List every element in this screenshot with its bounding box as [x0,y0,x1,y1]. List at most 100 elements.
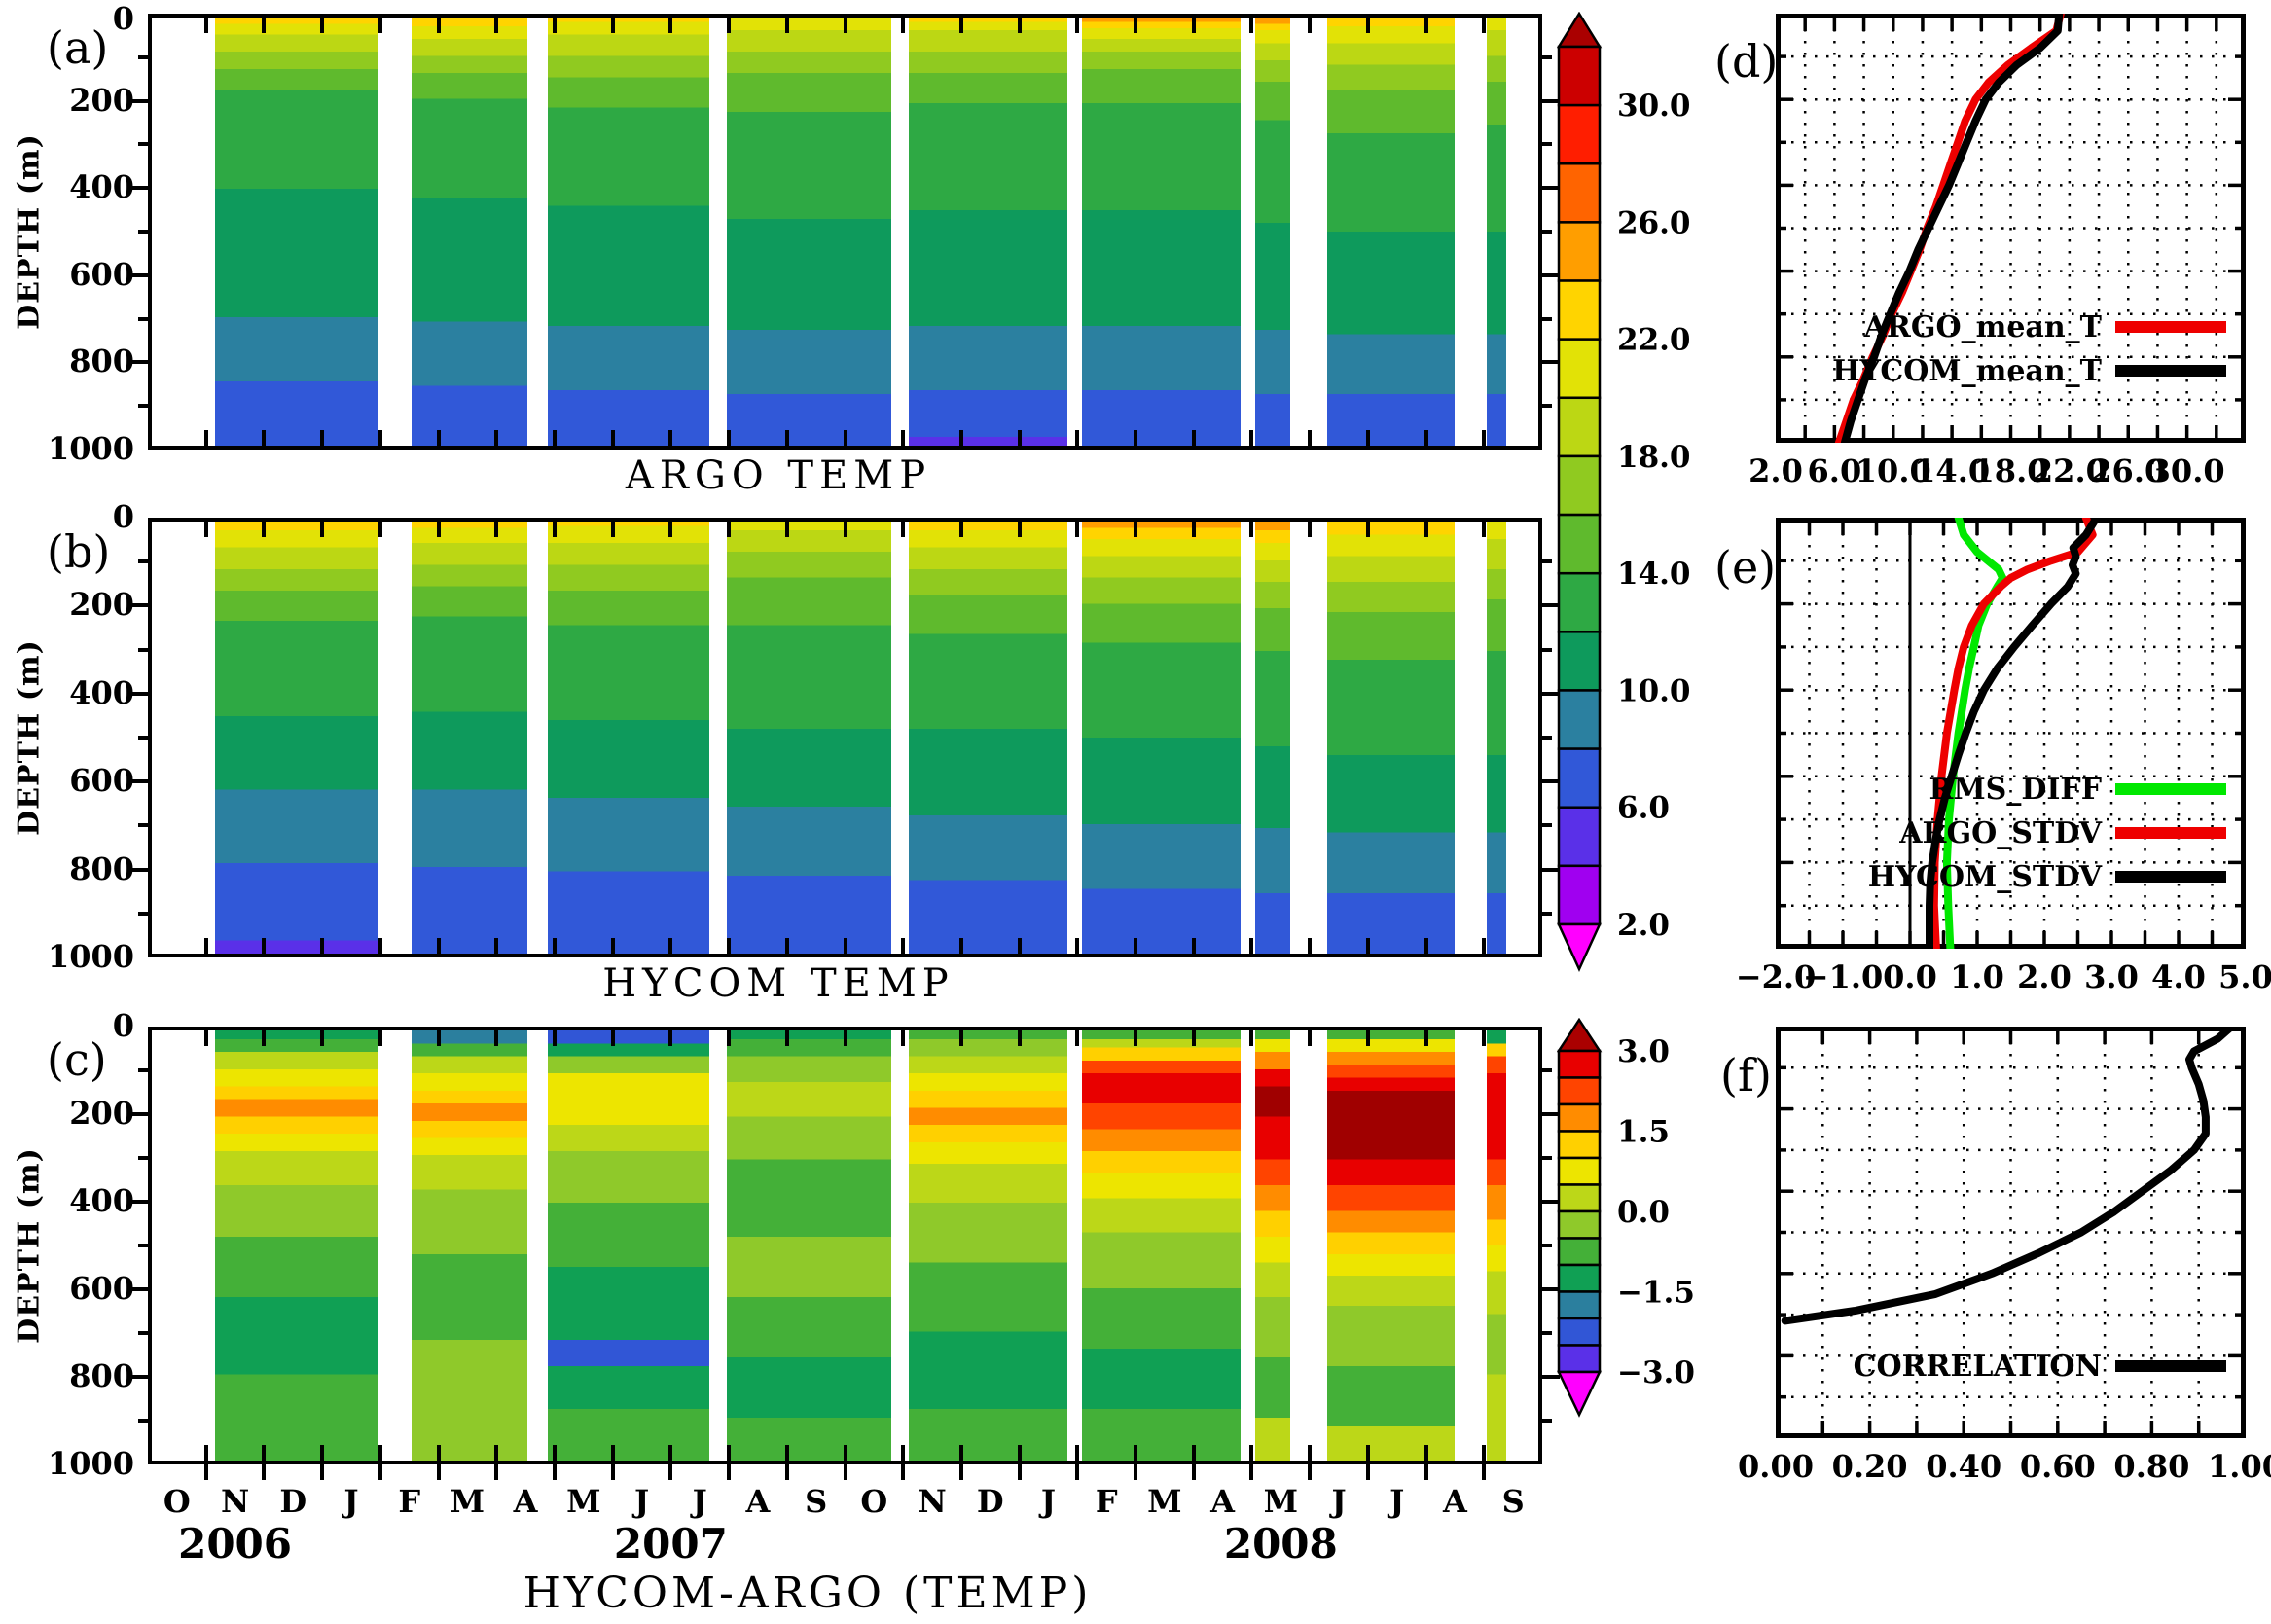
correlation-profile-chart: CORRELATION [1776,1023,2246,1442]
axis-tick [1134,1445,1138,1461]
line-chart-svg: RMS_DIFF ARGO_STDV HYCOM_STDV [1776,514,2246,953]
month-label: J [343,1483,359,1520]
temperature-colorbar: 30.0 26.0 22.0 18.0 14.0 10.0 6.0 2.0 [1556,11,1722,977]
x-tick-label: 30.0 [2148,452,2225,489]
axis-tick [436,18,441,33]
axis-tick [1134,430,1138,446]
axis-tick [1249,18,1254,33]
axis-tick [727,1445,732,1461]
axis-tick [784,1464,789,1480]
axis-tick [138,1068,148,1072]
month-label: F [398,1483,421,1520]
panel-f-letter: (f) [1720,1049,1772,1101]
axis-tick [1424,1030,1428,1046]
year-label: 2007 [613,1520,728,1568]
contour-column-group [547,522,709,954]
svg-text:HYCOM_mean_T: HYCOM_mean_T [1832,354,2103,388]
axis-tick [262,430,267,446]
axis-tick [901,1030,906,1046]
x-tick-label: 4.0 [2151,958,2206,995]
axis-tick [1542,54,1552,59]
axis-tick [1542,1244,1552,1247]
contour-column-group [1081,522,1242,954]
axis-tick [843,1464,847,1480]
axis-tick [1075,430,1080,446]
axis-tick [1365,522,1370,537]
month-label: J [1331,1483,1347,1520]
contour-column-group [1327,18,1455,446]
stdv-rms-profile-chart: RMS_DIFF ARGO_STDV HYCOM_STDV [1776,514,2246,953]
axis-tick [784,938,789,954]
axis-tick [378,1030,382,1046]
axis-tick [1542,1156,1552,1160]
x-tick-label: 0.00 [1738,1448,1814,1485]
depth-tick-label: 200 [69,1095,134,1132]
axis-tick [901,938,906,954]
axis-tick [130,186,148,191]
panel-e-letter: (e) [1714,541,1777,594]
month-label: D [279,1483,307,1520]
axis-tick [1249,938,1254,954]
line-chart-svg: ARGO_mean_T HYCOM_mean_T [1776,10,2246,447]
panel-d-letter: (d) [1714,35,1779,88]
contour-column-group [215,522,378,954]
axis-tick [130,1287,148,1291]
panel-c-title: HYCOM-ARGO (TEMP) [523,1569,1093,1618]
axis-tick [138,316,148,321]
svg-text:2.0: 2.0 [1617,908,1670,943]
axis-tick [901,1445,906,1461]
axis-tick [1542,603,1560,608]
panel-c-letter: (c) [47,1033,107,1086]
axis-tick [130,272,148,277]
axis-tick [552,18,557,33]
axis-tick [1191,938,1196,954]
axis-tick [138,1331,148,1335]
svg-text:−3.0: −3.0 [1617,1355,1695,1390]
axis-tick [1542,186,1560,191]
axis-tick [436,430,441,446]
axis-tick [378,18,382,33]
axis-tick [436,522,441,537]
panel-b-letter: (b) [47,525,111,578]
x-tick-label: 0.0 [1883,958,1937,995]
series-RMS_DIFF [1942,514,2007,953]
series-HYCOM_STDV [1926,514,2101,953]
axis-tick [958,1445,963,1461]
axis-tick [668,1464,673,1480]
axis-tick [1542,823,1552,828]
depth-tick-label: 600 [69,1270,134,1307]
depth-axis-label-c: DEPTH (m) [12,1147,47,1344]
axis-tick [1542,1331,1552,1335]
contour-column-group [908,1030,1068,1461]
axis-tick [1542,867,1560,872]
axis-tick [1482,1030,1487,1046]
axis-tick [1249,1445,1254,1461]
axis-tick [1542,911,1552,916]
contour-column-group [547,1030,709,1461]
axis-tick [727,522,732,537]
axis-tick [138,736,148,740]
contour-column-group [1327,1030,1455,1461]
axis-tick [203,938,208,954]
contour-panel-hycom-temp [148,518,1542,957]
axis-tick [1542,230,1552,234]
axis-tick [784,522,789,537]
axis-tick [1075,1445,1080,1461]
axis-tick [262,938,267,954]
axis-tick [1542,142,1552,147]
depth-tick-label: 200 [69,81,134,119]
axis-tick [1424,522,1428,537]
panel-b-title: HYCOM TEMP [602,961,955,1006]
axis-tick [901,430,906,446]
axis-tick [552,1445,557,1461]
month-label: O [162,1483,191,1520]
contour-column-group [215,1030,378,1461]
axis-tick [1249,522,1254,537]
x-tick-label: 1.0 [1950,958,2004,995]
axis-tick [901,1464,906,1480]
month-label: M [450,1483,486,1520]
axis-tick [1542,1068,1552,1072]
depth-tick-label: 400 [69,673,134,711]
axis-tick [203,1445,208,1461]
contour-column-group [1486,1030,1507,1461]
